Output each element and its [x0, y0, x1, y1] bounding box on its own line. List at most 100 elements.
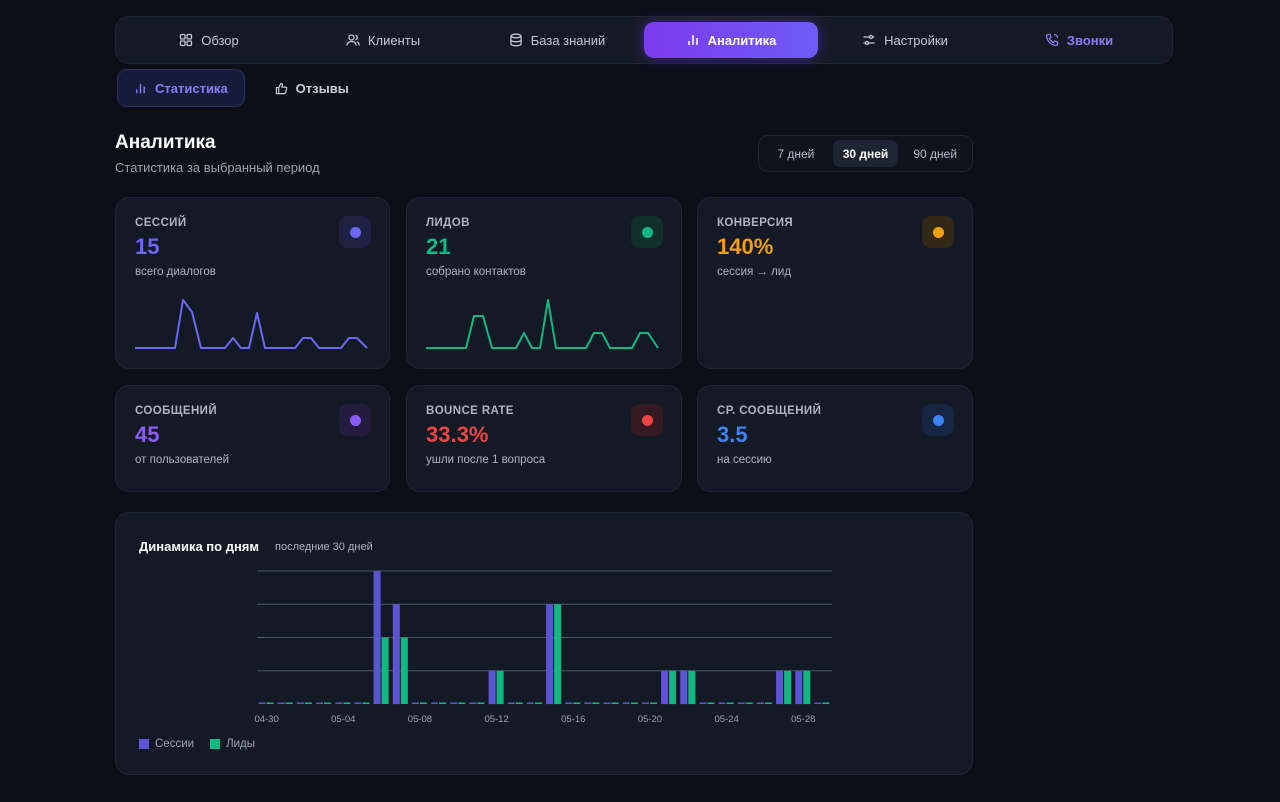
daily-dynamics-card: Динамика по дням последние 30 дней 04-30…	[115, 512, 973, 775]
metric-desc: на сессию	[717, 454, 772, 466]
bar-sessions-05-16[interactable]	[565, 702, 573, 705]
bar-sessions-05-19[interactable]	[622, 702, 630, 705]
grid-icon	[180, 33, 193, 47]
bar-leads-05-26[interactable]	[764, 702, 772, 705]
bar-leads-05-01[interactable]	[285, 702, 293, 705]
bar-leads-05-20[interactable]	[649, 702, 657, 705]
x-tick-label: 05-16	[561, 714, 585, 725]
nav-settings[interactable]: Настройки	[818, 22, 992, 58]
metric-value: 33.3%	[426, 422, 489, 447]
metric-desc: всего диалогов	[135, 266, 216, 278]
bar-sessions-05-05[interactable]	[354, 702, 362, 705]
bar-leads-05-10[interactable]	[458, 702, 466, 705]
legend-item-sessions[interactable]: Сессии	[139, 738, 194, 750]
metric-label: BOUNCE RATE	[426, 405, 514, 417]
bar-sessions-05-28[interactable]	[795, 670, 803, 705]
bar-sessions-05-10[interactable]	[450, 702, 458, 705]
bar-leads-05-14[interactable]	[534, 702, 542, 705]
bar-leads-05-12[interactable]	[496, 670, 504, 705]
metric-label: СООБЩЕНИЙ	[135, 405, 217, 417]
status-dot-icon	[922, 404, 954, 436]
x-tick-label: 05-20	[638, 714, 662, 725]
period-30-days[interactable]: 30 дней	[832, 140, 899, 167]
bar-sessions-05-04[interactable]	[335, 702, 343, 705]
bar-sessions-05-18[interactable]	[603, 702, 611, 705]
bar-sessions-05-07[interactable]	[392, 604, 400, 705]
bar-leads-05-23[interactable]	[707, 702, 715, 705]
bar-sessions-04-30[interactable]	[258, 702, 266, 705]
bar-leads-05-13[interactable]	[515, 702, 523, 705]
bar-sessions-05-17[interactable]	[584, 702, 592, 705]
period-selector: 7 дней 30 дней 90 дней	[758, 135, 973, 172]
bar-leads-04-30[interactable]	[266, 702, 274, 705]
bar-sessions-05-27[interactable]	[776, 670, 784, 705]
subtab-reviews[interactable]: Отзывы	[259, 69, 365, 107]
bar-leads-05-21[interactable]	[669, 670, 677, 705]
bar-sessions-05-14[interactable]	[526, 702, 534, 705]
nav-clients[interactable]: Клиенты	[296, 22, 470, 58]
bar-sessions-05-21[interactable]	[661, 670, 669, 705]
metric-label: СР. СООБЩЕНИЙ	[717, 405, 822, 417]
nav-knowledge-base[interactable]: База знаний	[470, 22, 644, 58]
subtab-label: Отзывы	[295, 80, 349, 96]
legend-label: Лиды	[226, 738, 256, 750]
bar-sessions-05-24[interactable]	[718, 702, 726, 705]
nav-overview[interactable]: Обзор	[122, 22, 296, 58]
bar-leads-05-02[interactable]	[304, 702, 312, 705]
bar-sessions-05-13[interactable]	[507, 702, 515, 705]
nav-calls[interactable]: Звонки	[992, 22, 1166, 58]
bar-sessions-05-29[interactable]	[814, 702, 822, 705]
bar-sessions-05-11[interactable]	[469, 702, 477, 705]
phone-icon	[1045, 33, 1059, 47]
bar-leads-05-19[interactable]	[630, 702, 638, 705]
bar-leads-05-27[interactable]	[784, 670, 792, 705]
bar-leads-05-16[interactable]	[573, 702, 581, 705]
bar-sessions-05-09[interactable]	[431, 702, 439, 705]
metric-card-leads: ЛИДОВ 21 собрано контактов	[406, 197, 682, 369]
bar-sessions-05-20[interactable]	[641, 702, 649, 705]
bar-sessions-05-23[interactable]	[699, 702, 707, 705]
page-subtitle: Статистика за выбранный период	[115, 160, 320, 175]
bar-leads-05-29[interactable]	[822, 702, 830, 705]
bar-leads-05-06[interactable]	[381, 637, 389, 705]
bar-sessions-05-26[interactable]	[756, 702, 764, 705]
database-icon	[510, 33, 522, 47]
bar-leads-05-04[interactable]	[343, 702, 351, 705]
bar-leads-05-22[interactable]	[688, 670, 696, 705]
bar-leads-05-09[interactable]	[439, 702, 447, 705]
bar-leads-05-07[interactable]	[400, 637, 408, 705]
bar-leads-05-25[interactable]	[745, 702, 753, 705]
bar-sessions-05-03[interactable]	[316, 702, 324, 705]
nav-analytics[interactable]: Аналитика	[644, 22, 818, 58]
bar-sessions-05-06[interactable]	[373, 571, 381, 704]
metric-card-bounce-rate: BOUNCE RATE 33.3% ушли после 1 вопроса	[406, 385, 682, 492]
bar-leads-05-17[interactable]	[592, 702, 600, 705]
period-7-days[interactable]: 7 дней	[777, 146, 815, 161]
bar-sessions-05-01[interactable]	[277, 702, 285, 705]
status-dot-icon	[631, 404, 663, 436]
nav-label: Клиенты	[367, 32, 421, 48]
bar-sessions-05-25[interactable]	[737, 702, 745, 705]
bar-leads-05-28[interactable]	[803, 670, 811, 705]
period-90-days[interactable]: 90 дней	[913, 146, 958, 161]
bar-leads-05-03[interactable]	[324, 702, 332, 705]
leads-sparkline	[426, 299, 659, 349]
bar-sessions-05-15[interactable]	[546, 604, 554, 705]
bar-sessions-05-08[interactable]	[411, 702, 419, 705]
bar-leads-05-08[interactable]	[419, 702, 427, 705]
bar-leads-05-15[interactable]	[554, 604, 562, 705]
bar-sessions-05-02[interactable]	[296, 702, 304, 705]
daily-bar-chart: 04-30 05-04 05-08 05-12 05-16 05-20 05-24 05-28	[254, 570, 832, 725]
bar-sessions-05-22[interactable]	[680, 670, 688, 705]
bar-leads-05-05[interactable]	[362, 702, 370, 705]
bar-sessions-05-12[interactable]	[488, 670, 496, 705]
bar-leads-05-24[interactable]	[726, 702, 734, 705]
x-tick-label: 05-28	[791, 714, 815, 725]
bar-leads-05-18[interactable]	[611, 702, 619, 705]
subtab-statistics[interactable]: Статистика	[117, 69, 245, 107]
metric-value: 3.5	[717, 422, 748, 447]
x-tick-label: 04-30	[254, 714, 278, 725]
legend-item-leads[interactable]: Лиды	[210, 738, 255, 750]
nav-label: База знаний	[530, 32, 606, 48]
bar-leads-05-11[interactable]	[477, 702, 485, 705]
